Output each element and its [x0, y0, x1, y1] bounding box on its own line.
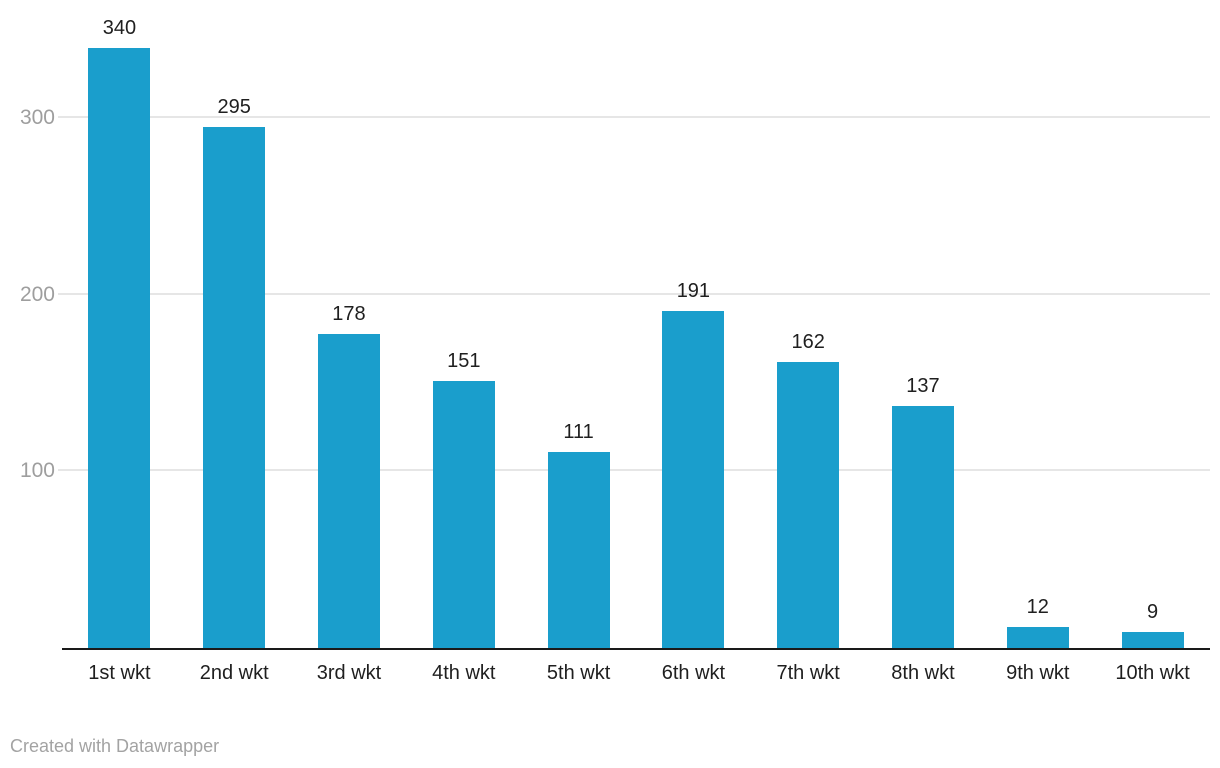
value-label: 295	[217, 96, 251, 119]
x-axis-label: 1st wkt	[88, 662, 151, 684]
value-label: 151	[447, 350, 481, 373]
x-axis-label: 8th wkt	[891, 662, 955, 684]
bar-8th-wkt	[891, 406, 954, 648]
bar-group: 162	[751, 0, 866, 648]
bar-6th-wkt	[662, 310, 725, 648]
bar-group: 340	[62, 0, 177, 648]
value-label: 12	[1026, 595, 1049, 618]
x-axis: 1st wkt 2nd wkt 3rd wkt 4th wkt 5th wkt 6th w…	[62, 650, 1210, 685]
gridline-200	[58, 292, 1210, 295]
x-axis-label: 3rd wkt	[316, 662, 382, 684]
bar-group: 111	[521, 0, 636, 648]
bar-group: 137	[866, 0, 981, 648]
bar-2nd-wkt	[203, 127, 266, 648]
gridline-300	[58, 116, 1210, 119]
x-axis-label: 7th wkt	[776, 662, 840, 684]
x-axis-label: 4th wkt	[432, 662, 496, 684]
bar-group: 151	[406, 0, 521, 648]
bar-7th-wkt	[777, 361, 840, 648]
bar-group: 178	[292, 0, 407, 648]
value-label: 162	[791, 330, 825, 353]
datawrapper-credit-link[interactable]: Created with Datawrapper	[10, 736, 220, 756]
x-axis-label: 9th wkt	[1006, 662, 1070, 684]
y-tick-label-300: 300	[19, 106, 55, 130]
bar-group: 12	[980, 0, 1095, 648]
value-label: 340	[102, 16, 137, 39]
bar-5th-wkt	[547, 452, 610, 648]
y-tick-label-200: 200	[19, 282, 55, 306]
x-axis-label: 2nd wkt	[199, 662, 269, 684]
bar-1st-wkt	[88, 47, 151, 648]
value-label: 178	[332, 302, 366, 325]
value-label: 9	[1147, 601, 1159, 624]
bar-3rd-wkt	[317, 333, 380, 648]
bars: 340 295 178 151 111 191 162 137 12 9	[62, 0, 1210, 648]
x-axis-label: 5th wkt	[546, 662, 611, 684]
y-tick-label-100: 100	[19, 459, 55, 483]
x-axis-label: 6th wkt	[661, 662, 726, 684]
bar-10th-wkt	[1121, 632, 1184, 648]
x-axis-label: 10th wkt	[1115, 662, 1190, 684]
bar-group: 295	[177, 0, 292, 648]
bar-group: 191	[636, 0, 751, 648]
value-label: 191	[676, 279, 711, 302]
value-label: 111	[563, 421, 594, 444]
y-axis: 100 200 300	[0, 0, 55, 648]
bar-9th-wkt	[1006, 626, 1069, 648]
plot-area: 340 295 178 151 111 191 162 137 12 9	[58, 0, 1210, 650]
gridline-100	[58, 469, 1210, 472]
bar-4th-wkt	[432, 381, 495, 648]
bar-group: 9	[1095, 0, 1210, 648]
value-label: 137	[906, 375, 940, 398]
